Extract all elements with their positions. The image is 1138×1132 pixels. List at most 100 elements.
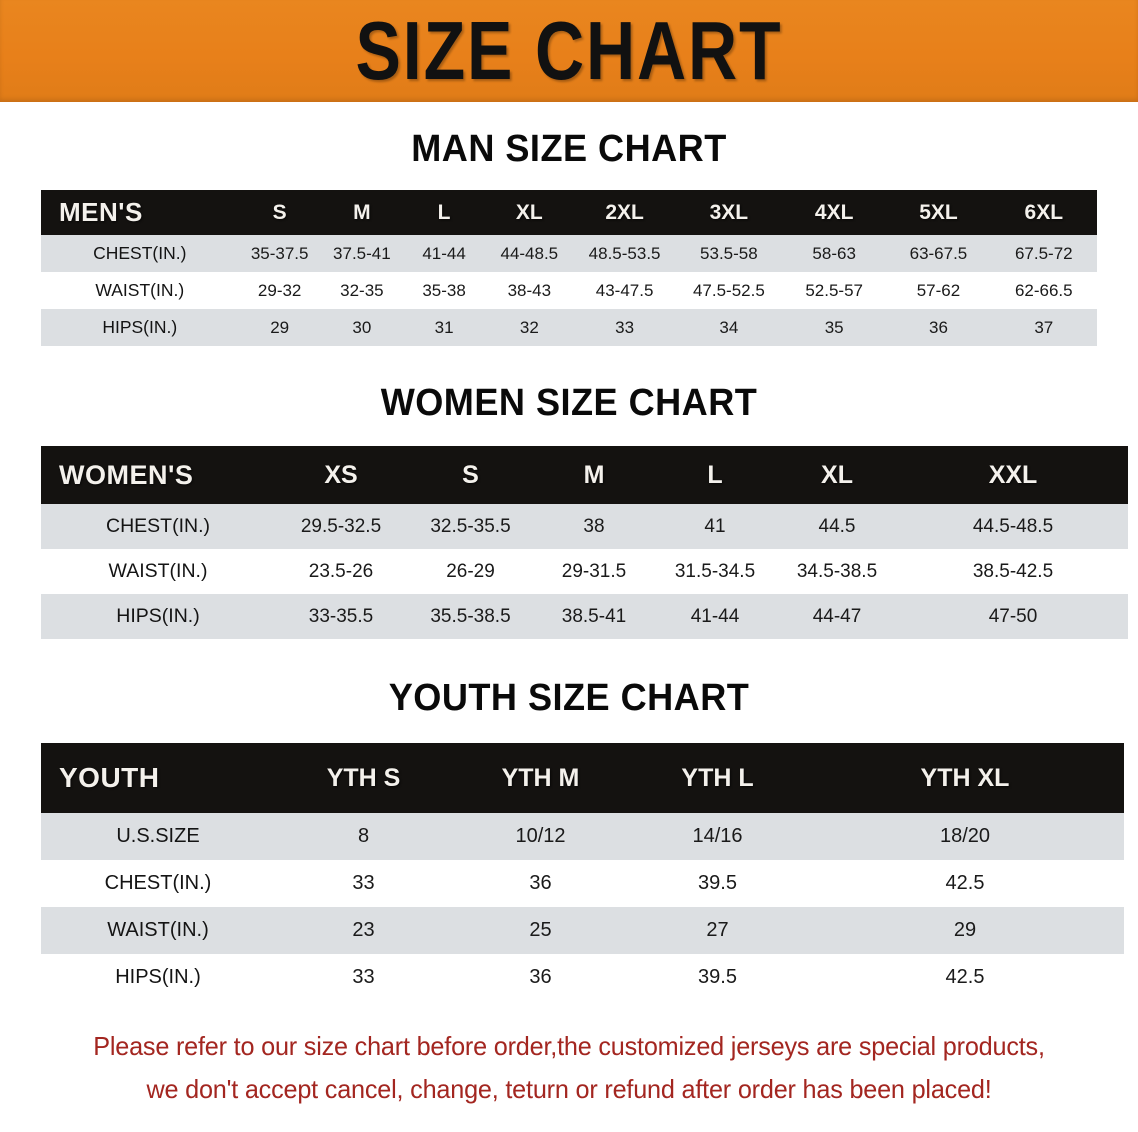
table-row: WAIST(IN.) 23 25 27 29 (41, 907, 1124, 954)
women-col-header-m: M (534, 446, 654, 504)
man-table-wrap: MEN'S S M L XL 2XL 3XL 4XL 5XL 6XL CHEST… (41, 190, 1097, 346)
disclaimer-text: Please refer to our size chart before or… (45, 1025, 1093, 1111)
table-row: HIPS(IN.) 33-35.5 35.5-38.5 38.5-41 41-4… (41, 594, 1128, 639)
man-chest-4xl: 58-63 (782, 235, 887, 272)
man-row-label-hips: HIPS(IN.) (41, 309, 239, 346)
women-hips-l: 41-44 (654, 594, 776, 639)
man-hips-2xl: 33 (573, 309, 676, 346)
man-row-label-waist: WAIST(IN.) (41, 272, 239, 309)
man-col-header-3xl: 3XL (675, 190, 783, 235)
youth-row-label-chest: CHEST(IN.) (41, 860, 275, 907)
youth-row-label-waist: WAIST(IN.) (41, 907, 275, 954)
man-table-head: MEN'S S M L XL 2XL 3XL 4XL 5XL 6XL (41, 190, 1097, 235)
table-row: CHEST(IN.) 33 36 39.5 42.5 (41, 860, 1124, 907)
youth-col-header-m: YTH M (452, 743, 629, 813)
man-chest-6xl: 67.5-72 (990, 235, 1097, 272)
youth-hips-s: 33 (275, 954, 452, 1001)
women-chest-l: 41 (654, 504, 776, 549)
women-row-label-hips: HIPS(IN.) (41, 594, 275, 639)
man-section-title: MAN SIZE CHART (411, 128, 727, 170)
women-chest-m: 38 (534, 504, 654, 549)
youth-waist-l: 27 (629, 907, 806, 954)
youth-chest-xl: 42.5 (806, 860, 1124, 907)
women-hips-s: 35.5-38.5 (407, 594, 534, 639)
women-size-table: WOMEN'S XS S M L XL XXL CHEST(IN.) 29.5-… (41, 446, 1128, 639)
man-waist-xl: 38-43 (485, 272, 574, 309)
man-waist-s: 29-32 (238, 272, 321, 309)
man-hips-6xl: 37 (990, 309, 1097, 346)
youth-table-body: U.S.SIZE 8 10/12 14/16 18/20 CHEST(IN.) … (41, 813, 1124, 1001)
man-hips-m: 30 (320, 309, 403, 346)
youth-hips-l: 39.5 (629, 954, 806, 1001)
man-col-header-l: L (402, 190, 486, 235)
table-row: U.S.SIZE 8 10/12 14/16 18/20 (41, 813, 1124, 860)
man-header-row: MEN'S S M L XL 2XL 3XL 4XL 5XL 6XL (41, 190, 1097, 235)
page-title: SIZE CHART (355, 3, 783, 97)
man-waist-3xl: 47.5-52.5 (675, 272, 783, 309)
youth-col-header-s: YTH S (275, 743, 452, 813)
table-row: WAIST(IN.) 23.5-26 26-29 29-31.5 31.5-34… (41, 549, 1128, 594)
youth-corner-header: YOUTH (41, 743, 275, 813)
youth-section-title: YOUTH SIZE CHART (388, 677, 750, 719)
page-banner: SIZE CHART (0, 0, 1138, 102)
man-chest-xl: 44-48.5 (485, 235, 574, 272)
table-row: CHEST(IN.) 29.5-32.5 32.5-35.5 38 41 44.… (41, 504, 1128, 549)
women-chest-xl: 44.5 (776, 504, 898, 549)
man-col-header-m: M (320, 190, 403, 235)
man-col-header-2xl: 2XL (573, 190, 676, 235)
women-corner-header: WOMEN'S (41, 446, 275, 504)
youth-waist-s: 23 (275, 907, 452, 954)
women-table-wrap: WOMEN'S XS S M L XL XXL CHEST(IN.) 29.5-… (41, 446, 1128, 639)
man-col-header-5xl: 5XL (886, 190, 991, 235)
women-chest-xxl: 44.5-48.5 (898, 504, 1128, 549)
man-waist-l: 35-38 (402, 272, 486, 309)
table-row: HIPS(IN.) 33 36 39.5 42.5 (41, 954, 1124, 1001)
youth-col-header-l: YTH L (629, 743, 806, 813)
youth-chest-s: 33 (275, 860, 452, 907)
man-chest-s: 35-37.5 (238, 235, 321, 272)
women-waist-xs: 23.5-26 (275, 549, 407, 594)
man-col-header-4xl: 4XL (782, 190, 887, 235)
man-chest-l: 41-44 (402, 235, 486, 272)
women-col-header-l: L (654, 446, 776, 504)
man-waist-6xl: 62-66.5 (990, 272, 1097, 309)
youth-header-row: YOUTH YTH S YTH M YTH L YTH XL (41, 743, 1124, 813)
man-waist-2xl: 43-47.5 (573, 272, 676, 309)
women-row-label-chest: CHEST(IN.) (41, 504, 275, 549)
women-hips-m: 38.5-41 (534, 594, 654, 639)
table-row: HIPS(IN.) 29 30 31 32 33 34 35 36 37 (41, 309, 1097, 346)
women-col-header-xl: XL (776, 446, 898, 504)
youth-row-label-ussize: U.S.SIZE (41, 813, 275, 860)
women-table-head: WOMEN'S XS S M L XL XXL (41, 446, 1128, 504)
table-row: WAIST(IN.) 29-32 32-35 35-38 38-43 43-47… (41, 272, 1097, 309)
man-waist-4xl: 52.5-57 (782, 272, 887, 309)
man-hips-4xl: 35 (782, 309, 887, 346)
man-hips-5xl: 36 (886, 309, 991, 346)
man-waist-m: 32-35 (320, 272, 403, 309)
youth-table-wrap: YOUTH YTH S YTH M YTH L YTH XL U.S.SIZE … (41, 743, 1124, 1001)
youth-hips-xl: 42.5 (806, 954, 1124, 1001)
man-row-label-chest: CHEST(IN.) (41, 235, 239, 272)
man-hips-xl: 32 (485, 309, 574, 346)
women-waist-m: 29-31.5 (534, 549, 654, 594)
women-row-label-waist: WAIST(IN.) (41, 549, 275, 594)
man-size-table: MEN'S S M L XL 2XL 3XL 4XL 5XL 6XL CHEST… (41, 190, 1097, 346)
table-row: CHEST(IN.) 35-37.5 37.5-41 41-44 44-48.5… (41, 235, 1097, 272)
man-col-header-6xl: 6XL (990, 190, 1097, 235)
man-table-body: CHEST(IN.) 35-37.5 37.5-41 41-44 44-48.5… (41, 235, 1097, 346)
women-waist-xl: 34.5-38.5 (776, 549, 898, 594)
youth-ussize-m: 10/12 (452, 813, 629, 860)
youth-row-label-hips: HIPS(IN.) (41, 954, 275, 1001)
disclaimer-line-2: we don't accept cancel, change, teturn o… (146, 1073, 992, 1104)
women-col-header-xxl: XXL (898, 446, 1128, 504)
youth-ussize-s: 8 (275, 813, 452, 860)
women-hips-xl: 44-47 (776, 594, 898, 639)
women-hips-xs: 33-35.5 (275, 594, 407, 639)
man-waist-5xl: 57-62 (886, 272, 991, 309)
women-header-row: WOMEN'S XS S M L XL XXL (41, 446, 1128, 504)
man-chest-m: 37.5-41 (320, 235, 403, 272)
man-col-header-s: S (238, 190, 321, 235)
women-chest-xs: 29.5-32.5 (275, 504, 407, 549)
youth-waist-xl: 29 (806, 907, 1124, 954)
man-chest-5xl: 63-67.5 (886, 235, 991, 272)
